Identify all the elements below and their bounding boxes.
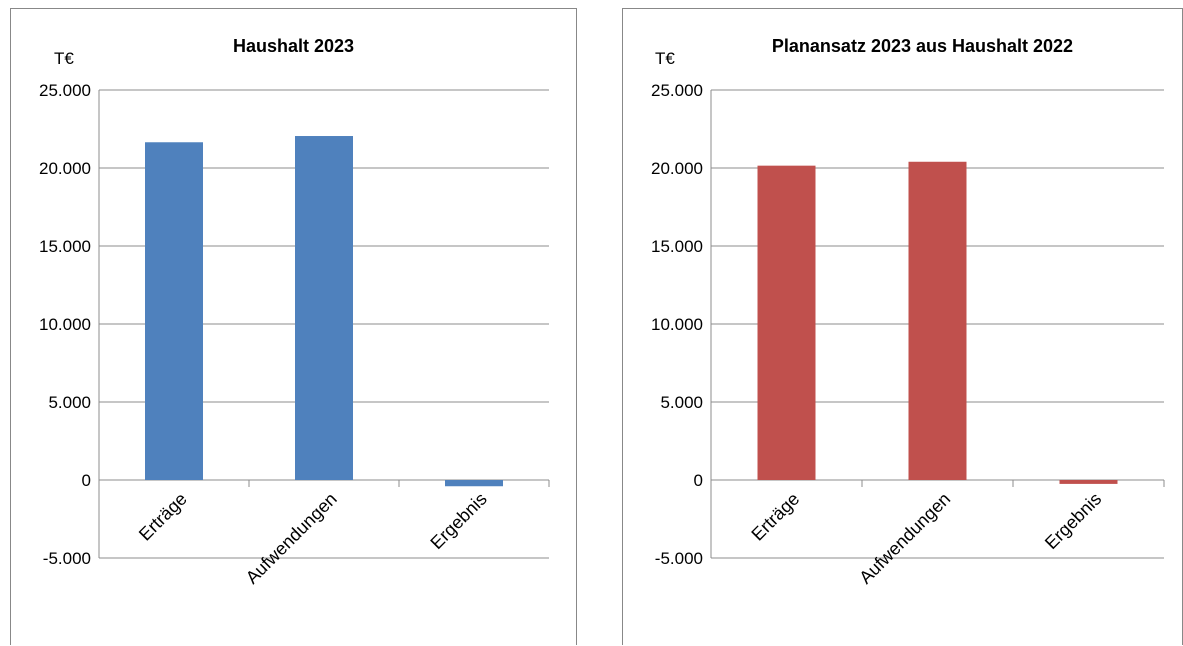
x-category-label: Erträge xyxy=(747,489,803,545)
bar-aufwendungen xyxy=(908,161,967,480)
bar-ertr-ge xyxy=(145,142,203,480)
chart-panel-haushalt-2023: Haushalt 2023 T€ 25.000 20.000 15.000 10.00… xyxy=(10,8,577,645)
bar-chart: 25.000 20.000 15.000 10.000 5.000 0 -5.000 Ertr… xyxy=(651,81,1165,588)
y-tick-label: 5.000 xyxy=(660,393,703,412)
bar-chart: 25.000 20.000 15.000 10.000 5.000 0 -5.000 Ertr… xyxy=(39,81,550,588)
x-category-label: Aufwendungen xyxy=(242,489,341,588)
y-axis-unit-label: T€ xyxy=(54,49,74,68)
y-tick-label: 10.000 xyxy=(39,315,91,334)
chart-panel-planansatz-2023: Planansatz 2023 aus Haushalt 2022 T€ 25.… xyxy=(622,8,1183,645)
y-tick-label: -5.000 xyxy=(655,549,703,568)
bar-ergebnis xyxy=(1059,480,1118,484)
bar-ergebnis xyxy=(445,480,503,487)
bar-ertr-ge xyxy=(757,165,816,480)
y-tick-label: 20.000 xyxy=(651,159,703,178)
y-tick-label: 25.000 xyxy=(651,81,703,100)
x-category-label: Aufwendungen xyxy=(855,489,954,588)
chart-title: Planansatz 2023 aus Haushalt 2022 xyxy=(771,36,1074,56)
y-tick-label: 25.000 xyxy=(39,81,91,100)
x-category-label: Erträge xyxy=(135,489,191,545)
x-category-label: Ergebnis xyxy=(1041,489,1105,553)
y-tick-label: 5.000 xyxy=(48,393,91,412)
y-tick-label: 15.000 xyxy=(651,237,703,256)
y-tick-label: 10.000 xyxy=(651,315,703,334)
y-axis-unit-label: T€ xyxy=(655,49,675,68)
chart-title: Haushalt 2023 xyxy=(232,36,355,56)
y-tick-label: 0 xyxy=(694,471,703,490)
y-tick-label: -5.000 xyxy=(43,549,91,568)
y-tick-label: 20.000 xyxy=(39,159,91,178)
y-tick-label: 0 xyxy=(82,471,91,490)
y-tick-label: 15.000 xyxy=(39,237,91,256)
x-category-label: Ergebnis xyxy=(426,489,490,553)
bar-aufwendungen xyxy=(295,136,353,480)
